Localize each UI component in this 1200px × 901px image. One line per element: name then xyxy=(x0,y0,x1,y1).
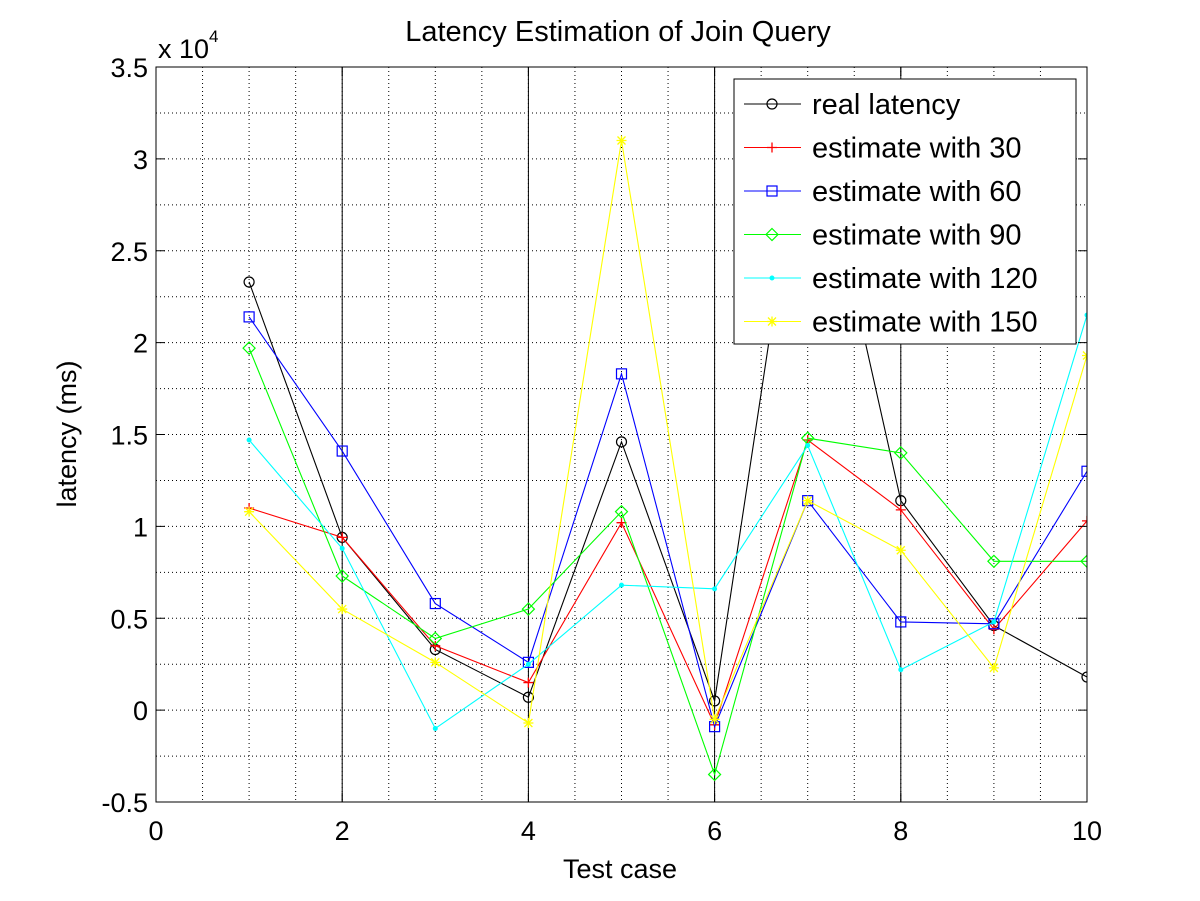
data-point xyxy=(898,667,904,673)
data-point xyxy=(619,582,624,588)
legend-label: estimate with 90 xyxy=(812,220,1022,252)
x-axis-title: Test case xyxy=(563,854,677,884)
data-point xyxy=(432,726,438,731)
y-tick-label: 2.5 xyxy=(110,237,148,267)
y-tick-label: 0 xyxy=(133,696,148,726)
series-layer xyxy=(242,79,1087,782)
y-tick-label: 1 xyxy=(133,512,148,542)
data-point xyxy=(802,495,813,506)
y-tick-label: 0.5 xyxy=(110,604,148,634)
data-point xyxy=(428,631,443,646)
data-point xyxy=(337,604,348,615)
data-point xyxy=(430,657,441,668)
data-point xyxy=(243,276,255,288)
x-tick-label: 8 xyxy=(893,816,908,846)
data-point xyxy=(521,602,536,616)
data-point xyxy=(895,616,907,628)
chart-title: Latency Estimation of Join Query xyxy=(405,16,831,48)
data-point xyxy=(337,532,348,543)
legend-label: estimate with 30 xyxy=(812,133,1022,165)
data-point xyxy=(525,661,531,667)
series-5 xyxy=(244,135,1087,728)
data-point xyxy=(243,311,255,323)
data-point xyxy=(246,437,252,443)
legend-box xyxy=(733,78,1077,345)
legend-label: estimate with 60 xyxy=(812,176,1022,208)
data-point xyxy=(1080,554,1087,569)
series-line xyxy=(248,439,1087,727)
y-exponent-base: x 10 xyxy=(158,34,209,64)
data-point xyxy=(523,677,534,688)
data-point xyxy=(614,504,629,519)
data-point xyxy=(430,640,441,651)
x-tick-label: 0 xyxy=(148,816,163,846)
legend-label: estimate with 150 xyxy=(812,307,1038,339)
legend: real latency estimate with 30 estimate wit… xyxy=(733,78,1077,345)
legend-item-4: estimate with 120 xyxy=(744,263,1038,295)
data-point xyxy=(991,619,997,625)
data-point xyxy=(895,504,906,515)
data-point xyxy=(988,662,999,673)
series-line xyxy=(248,316,1087,729)
data-point xyxy=(708,695,721,707)
data-point xyxy=(1081,671,1087,683)
data-point xyxy=(987,554,1001,569)
legend-marker xyxy=(769,275,775,281)
data-point xyxy=(616,135,627,146)
series-line xyxy=(248,85,1087,702)
legend-marker xyxy=(766,185,778,197)
legend-item-5: estimate with 150 xyxy=(744,307,1038,339)
data-point xyxy=(707,767,722,782)
data-point xyxy=(244,506,255,517)
y-exponent-power: 4 xyxy=(209,27,218,46)
data-point xyxy=(522,691,535,703)
y-exponent-label: x 104 xyxy=(158,27,219,64)
data-point xyxy=(895,545,906,556)
x-tick-label: 6 xyxy=(707,816,722,846)
data-point xyxy=(335,569,350,583)
data-point xyxy=(709,714,720,725)
legend-marker xyxy=(767,316,777,327)
legend-label: real latency xyxy=(812,89,961,121)
y-tick-label: 2 xyxy=(133,329,148,359)
data-point xyxy=(339,545,345,551)
y-axis-title: latency (ms) xyxy=(52,360,82,507)
y-tick-label: -0.5 xyxy=(101,788,148,818)
y-tick-label: 1.5 xyxy=(110,421,148,451)
data-point xyxy=(712,586,718,592)
data-point xyxy=(615,368,628,380)
data-point xyxy=(988,618,1000,630)
series-line xyxy=(248,140,1087,724)
x-tick-label: 10 xyxy=(1072,816,1102,846)
legend-item-1: estimate with 30 xyxy=(744,133,1022,165)
data-point xyxy=(429,597,441,610)
data-point xyxy=(615,436,628,448)
x-tick-label: 4 xyxy=(521,816,536,846)
legend-label: estimate with 120 xyxy=(812,263,1038,295)
series-line xyxy=(248,314,1087,730)
data-point xyxy=(805,443,811,449)
legend-marker xyxy=(767,142,777,153)
x-tick-label: 2 xyxy=(335,816,350,846)
legend-item-0: real latency xyxy=(744,89,961,121)
series-4 xyxy=(246,312,1087,731)
y-tick-label: 3.5 xyxy=(110,53,148,83)
legend-marker xyxy=(766,98,778,110)
legend-marker xyxy=(765,227,779,242)
y-tick-label: 3 xyxy=(133,145,148,175)
axes: 0 2 4 6 8 10-0.500.511.522.533.5 xyxy=(101,53,1102,846)
data-point xyxy=(522,656,535,668)
legend-item-3: estimate with 90 xyxy=(744,220,1022,252)
series-line xyxy=(248,347,1087,777)
data-point xyxy=(242,341,256,355)
data-point xyxy=(523,717,534,728)
data-point xyxy=(1082,515,1087,526)
legend-item-2: estimate with 60 xyxy=(744,176,1022,208)
data-point xyxy=(336,445,348,457)
data-point xyxy=(893,446,908,460)
data-point xyxy=(1081,465,1087,477)
